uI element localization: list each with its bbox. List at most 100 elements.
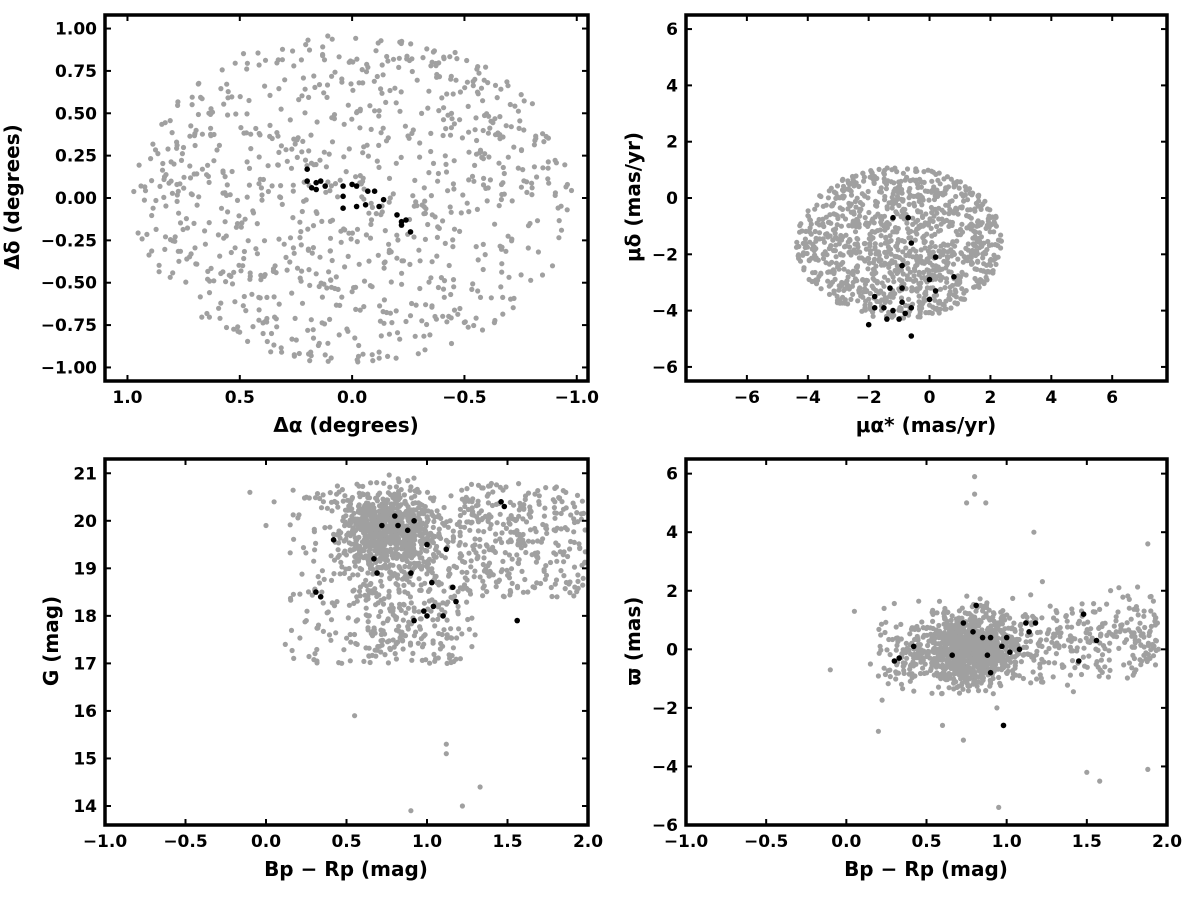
field-star-point — [163, 203, 169, 209]
field-star-point — [846, 249, 852, 255]
field-star-point — [409, 523, 415, 529]
field-star-point — [952, 300, 958, 306]
field-star-point — [393, 355, 399, 361]
field-star-point — [314, 660, 320, 666]
field-star-point — [902, 177, 908, 183]
field-star-point — [505, 154, 511, 160]
field-star-point — [443, 751, 449, 757]
field-star-point — [400, 638, 406, 644]
field-star-point — [980, 255, 986, 261]
field-star-point — [296, 97, 302, 103]
field-star-point — [276, 149, 282, 155]
field-star-point — [794, 239, 800, 245]
y-tick-label: 16 — [73, 702, 97, 722]
field-star-point — [384, 639, 391, 645]
field-star-point — [492, 116, 498, 122]
field-star-point — [967, 207, 973, 213]
field-star-point — [320, 44, 326, 50]
field-star-point — [274, 60, 280, 66]
field-star-point — [823, 260, 829, 266]
field-star-point — [239, 220, 245, 226]
field-star-point — [363, 605, 369, 611]
field-star-point — [516, 481, 522, 487]
field-star-point — [326, 269, 332, 275]
field-star-point — [989, 242, 995, 248]
field-star-point — [359, 566, 365, 573]
field-star-point — [971, 678, 977, 685]
y-tick-label: 0.25 — [55, 147, 97, 167]
field-star-point — [331, 571, 337, 577]
field-star-point — [273, 316, 279, 322]
field-star-point — [464, 569, 470, 576]
field-star-point — [256, 62, 262, 68]
field-star-point — [386, 593, 392, 599]
field-star-point — [978, 267, 984, 273]
field-star-point — [296, 350, 302, 357]
field-star-point — [483, 566, 489, 572]
field-star-point — [340, 498, 346, 504]
field-star-point — [458, 210, 464, 216]
field-star-point — [377, 303, 383, 309]
field-star-point — [390, 506, 396, 512]
field-star-point — [303, 618, 309, 624]
field-star-point — [306, 495, 312, 501]
field-star-point — [366, 645, 372, 651]
member-star-point — [411, 617, 417, 624]
field-star-point — [989, 214, 996, 220]
field-star-point — [370, 628, 376, 634]
field-star-point — [442, 555, 448, 561]
field-star-point — [802, 236, 809, 242]
field-star-point — [450, 237, 456, 243]
field-star-point — [898, 295, 905, 301]
field-star-point — [806, 229, 813, 235]
field-star-point — [294, 137, 300, 143]
field-star-point — [229, 94, 235, 100]
field-star-point — [955, 256, 961, 262]
field-star-point — [354, 239, 360, 245]
field-star-point — [312, 651, 318, 657]
field-star-point — [515, 560, 522, 567]
field-star-point — [441, 56, 447, 62]
member-stars — [313, 499, 520, 624]
field-star-point — [434, 543, 440, 550]
field-star-point — [850, 271, 856, 278]
field-star-point — [361, 278, 368, 284]
field-star-point — [819, 222, 826, 228]
field-star-point — [289, 146, 295, 152]
field-star-point — [172, 238, 178, 244]
field-star-point — [399, 270, 405, 276]
field-star-point — [874, 175, 880, 181]
field-star-point — [918, 184, 925, 190]
field-star-point — [907, 185, 913, 192]
field-star-point — [900, 249, 906, 255]
field-star-point — [977, 240, 983, 246]
field-star-point — [500, 593, 506, 599]
field-star-point — [937, 181, 943, 187]
field-star-point — [951, 686, 957, 692]
member-star-point — [453, 598, 459, 605]
field-star-point — [297, 591, 303, 597]
field-star-point — [301, 495, 308, 501]
field-star-point — [477, 294, 484, 300]
field-star-point — [378, 38, 384, 44]
field-star-point — [848, 201, 854, 207]
field-star-point — [384, 553, 390, 559]
field-star-point — [986, 646, 993, 652]
field-star-point — [904, 655, 910, 661]
field-star-point — [288, 597, 294, 603]
field-star-point — [374, 73, 380, 80]
field-star-point — [344, 326, 350, 332]
field-star-point — [918, 280, 924, 286]
field-star-point — [345, 615, 351, 621]
field-star-point — [221, 101, 227, 107]
field-star-point — [509, 580, 515, 587]
x-tick-label: −6 — [734, 388, 760, 408]
field-star-point — [338, 228, 344, 234]
field-star-point — [499, 567, 505, 573]
field-star-point — [455, 611, 461, 617]
field-star-point — [481, 555, 487, 561]
field-star-point — [499, 261, 505, 267]
field-star-point — [867, 290, 873, 297]
field-star-point — [335, 504, 341, 510]
field-star-point — [315, 342, 321, 349]
